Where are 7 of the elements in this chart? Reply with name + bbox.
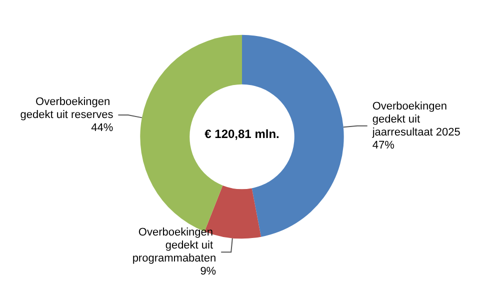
text: € 120,81 mln. bbox=[204, 127, 280, 141]
slice-label: Overboekingen gedekt uit programmabaten bbox=[132, 226, 216, 265]
slice-label: Overboekingen gedekt uit jaarresultaat 2025 bbox=[371, 100, 460, 138]
data-label: 9% bbox=[200, 266, 216, 278]
data-label: 44% bbox=[91, 122, 114, 134]
data-label: 47% bbox=[372, 139, 395, 152]
slice-label: Overboekingen gedekt uit reserves bbox=[20, 96, 114, 122]
